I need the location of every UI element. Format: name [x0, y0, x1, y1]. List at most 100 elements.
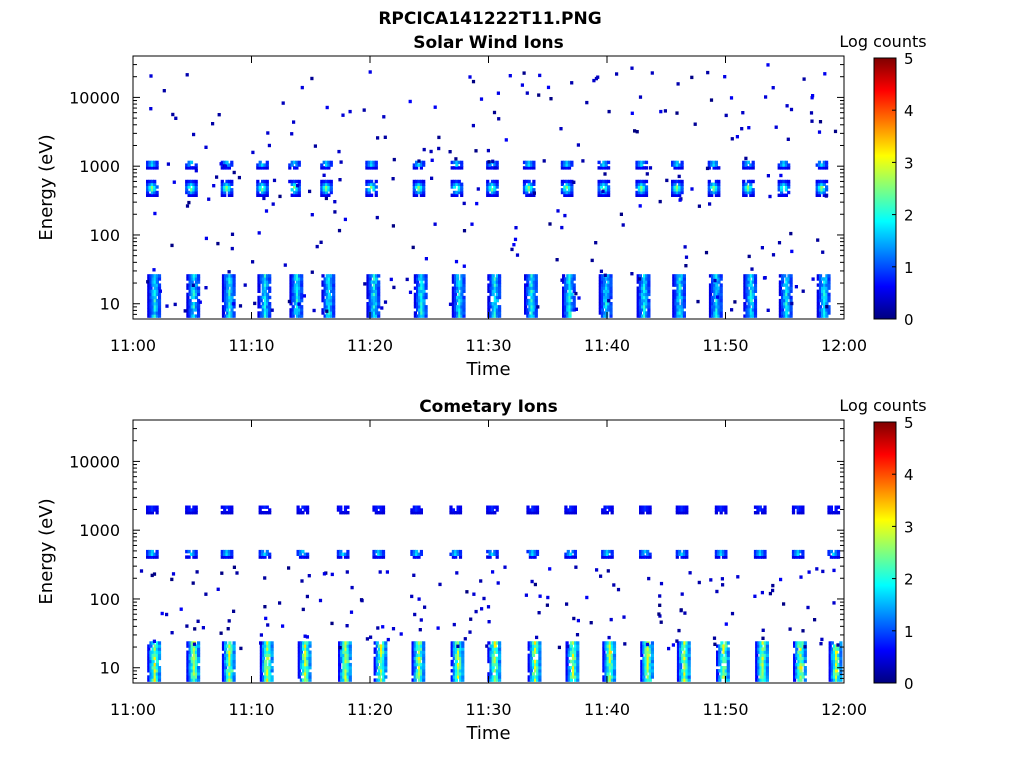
data-cell [715, 302, 719, 306]
data-cell [567, 675, 571, 679]
data-cell [380, 669, 384, 673]
data-cell [461, 666, 465, 670]
data-cell [647, 277, 651, 281]
data-cell [417, 597, 421, 601]
data-cell [266, 280, 270, 284]
data-cell [420, 666, 424, 670]
data-cell [674, 295, 678, 300]
data-cell [606, 669, 610, 673]
data-cell [230, 289, 234, 293]
data-cell [726, 666, 730, 670]
data-cell [793, 653, 797, 657]
data-cell [372, 283, 376, 287]
data-cell [366, 289, 370, 293]
data-cell [188, 653, 192, 657]
data-cell [197, 311, 201, 315]
data-cell [270, 669, 274, 673]
data-cell [714, 179, 718, 184]
data-cell [711, 308, 715, 312]
data-cell [799, 653, 803, 657]
data-cell [726, 653, 730, 657]
data-cell [771, 583, 775, 588]
data-cell [224, 286, 228, 290]
data-cell [714, 552, 718, 556]
data-cell [642, 662, 646, 667]
data-cell [450, 179, 454, 184]
data-cell [329, 286, 334, 290]
x-tick-label: 11:30 [465, 336, 511, 355]
data-cell [603, 277, 607, 281]
data-cell [602, 675, 606, 679]
data-cell [375, 305, 379, 309]
data-cell [743, 289, 747, 293]
data-cell [456, 549, 460, 554]
data-cell [452, 160, 457, 165]
data-cell [261, 163, 265, 167]
data-cell [185, 549, 189, 554]
data-cell [832, 669, 837, 673]
data-cell [490, 552, 495, 556]
data-cell [778, 283, 782, 287]
data-cell [455, 571, 459, 575]
data-cell [293, 298, 297, 303]
data-cell [604, 666, 608, 670]
data-cell [420, 289, 424, 293]
data-cell [412, 182, 416, 186]
data-cell [253, 301, 257, 306]
data-cell [379, 511, 383, 515]
data-cell [157, 653, 162, 657]
data-cell [674, 298, 678, 303]
data-cell [197, 678, 201, 682]
data-cell [711, 289, 715, 293]
data-cell [672, 274, 676, 278]
data-cell [379, 555, 383, 559]
data-cell [600, 302, 604, 306]
data-cell [765, 672, 769, 676]
data-cell [647, 302, 651, 306]
data-cell [602, 678, 606, 682]
data-cell [530, 190, 534, 195]
data-cell [722, 656, 726, 661]
data-cell [188, 308, 192, 312]
data-cell [777, 179, 781, 184]
data-cell [220, 188, 224, 192]
data-cell [747, 295, 751, 300]
data-cell [493, 298, 497, 303]
data-cell [836, 511, 841, 515]
data-cell [258, 511, 262, 515]
data-cell [818, 120, 823, 124]
data-cell [259, 311, 263, 315]
data-cell [832, 647, 837, 651]
data-cell [685, 552, 689, 556]
data-cell [375, 298, 379, 303]
data-cell [777, 163, 781, 167]
data-cell [413, 669, 417, 673]
data-cell [489, 283, 493, 287]
data-cell [829, 555, 833, 559]
data-cell [643, 280, 647, 284]
data-cell [719, 505, 723, 509]
data-cell [563, 166, 567, 170]
data-cell [816, 283, 820, 287]
colorbar-tick-label: 4 [904, 466, 914, 484]
data-cell [648, 666, 652, 670]
data-cell [298, 274, 302, 278]
data-cell [757, 644, 761, 648]
data-cell [719, 314, 723, 318]
data-cell [602, 644, 606, 648]
data-cell [536, 662, 540, 667]
data-cell [183, 309, 187, 313]
data-cell [532, 182, 536, 186]
data-cell [151, 274, 155, 278]
data-cell [266, 277, 270, 281]
data-cell [221, 653, 226, 657]
data-cell [778, 298, 782, 303]
data-cell [717, 314, 721, 318]
data-cell [648, 511, 652, 515]
data-cell [192, 678, 196, 682]
data-cell [237, 175, 241, 180]
data-cell [489, 644, 493, 648]
data-cell [146, 188, 150, 192]
data-cell [458, 295, 462, 300]
data-cell [753, 298, 758, 303]
